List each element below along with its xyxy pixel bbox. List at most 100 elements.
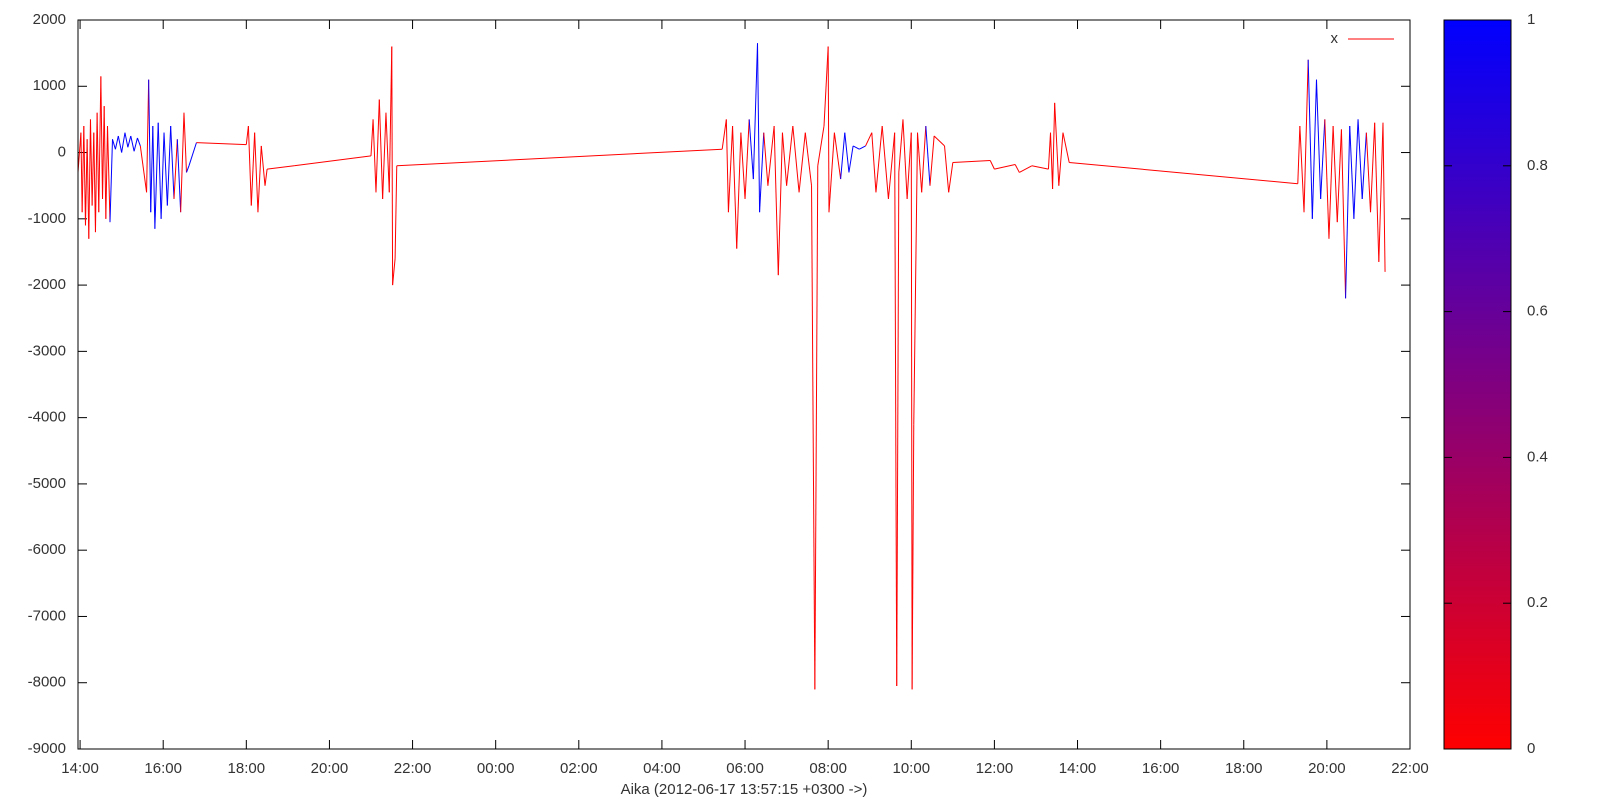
- line-segment: [994, 163, 1016, 170]
- line-segment: [388, 46, 393, 193]
- colorbar-tick-label: 0.6: [1527, 303, 1548, 320]
- line-segment: [844, 132, 850, 173]
- line-segment: [112, 139, 116, 150]
- line-segment: [917, 132, 923, 193]
- line-segment: [1320, 119, 1326, 199]
- colorbar-tick-label: 0.2: [1527, 594, 1548, 611]
- line-segment: [1054, 102, 1060, 186]
- line-segment: [1353, 119, 1359, 219]
- line-segment: [1378, 122, 1384, 262]
- line-segment: [1370, 122, 1376, 213]
- y-tick-label: -8000: [28, 674, 66, 691]
- line-segment: [1050, 132, 1054, 190]
- line-segment: [817, 125, 825, 166]
- line-segment: [170, 126, 175, 199]
- line-segment: [811, 185, 816, 690]
- x-tick-label: 12:00: [976, 760, 1014, 777]
- line-segment: [378, 99, 384, 199]
- line-segment: [96, 112, 100, 213]
- line-segment: [792, 125, 800, 193]
- line-segment: [107, 126, 111, 223]
- line-segment: [372, 119, 377, 193]
- line-segment: [382, 112, 387, 199]
- line-segment: [948, 162, 954, 193]
- x-tick-label: 20:00: [1308, 760, 1346, 777]
- line-segment: [1052, 102, 1056, 190]
- colorbar: [1443, 19, 1512, 750]
- line-segment: [1324, 119, 1330, 239]
- line-segment: [798, 132, 806, 193]
- line-segment: [176, 139, 182, 213]
- line-segment: [740, 132, 746, 199]
- line-segment: [163, 132, 168, 206]
- line-segment: [260, 145, 266, 186]
- line-segment: [1014, 164, 1020, 173]
- colorbar-tick-label: 1: [1527, 11, 1535, 28]
- colorbar-tick-label: 0.8: [1527, 157, 1548, 174]
- line-segment: [781, 132, 788, 186]
- line-segment: [83, 126, 86, 226]
- line-segment: [84, 139, 88, 226]
- line-segment: [396, 148, 723, 167]
- line-segment: [913, 132, 919, 425]
- line-segment: [736, 132, 742, 249]
- line-segment: [160, 132, 165, 219]
- line-segment: [732, 126, 738, 249]
- line-segment: [94, 112, 98, 233]
- x-tick-label: 14:00: [61, 760, 99, 777]
- line-segment: [1340, 129, 1347, 299]
- line-segment: [1031, 165, 1049, 170]
- line-segment: [1328, 126, 1334, 239]
- line-segment: [752, 43, 759, 180]
- line-segment: [840, 132, 846, 180]
- line-segment: [1357, 119, 1363, 199]
- x-tick-label: 00:00: [477, 760, 515, 777]
- line-segment: [385, 112, 390, 193]
- line-segment: [823, 46, 829, 127]
- line-segment: [98, 76, 102, 213]
- line-segment: [1058, 132, 1064, 186]
- x-tick-label: 16:00: [144, 760, 182, 777]
- line-segment: [1297, 126, 1301, 184]
- line-segment: [186, 165, 190, 173]
- line-segment: [188, 142, 197, 166]
- line-segment: [196, 142, 247, 146]
- line-segment: [1303, 59, 1309, 213]
- line-segment: [183, 112, 187, 173]
- line-segment: [370, 119, 374, 156]
- x-tick-label: 06:00: [726, 760, 764, 777]
- line-segment: [250, 132, 256, 206]
- line-segment: [777, 132, 783, 276]
- line-segment: [896, 172, 900, 687]
- line-segment: [833, 132, 842, 180]
- line-segment: [744, 119, 750, 199]
- line-segment: [166, 126, 172, 206]
- line-segment: [911, 424, 915, 690]
- y-tick-label: -1000: [28, 210, 66, 227]
- line-segment: [100, 76, 104, 199]
- line-segment: [152, 126, 156, 229]
- line-segment: [804, 132, 813, 186]
- colorbar-tick-label: 0.4: [1527, 448, 1548, 465]
- x-tick-label: 08:00: [809, 760, 847, 777]
- line-segment: [180, 112, 185, 213]
- x-tick-label: 20:00: [311, 760, 349, 777]
- line-segment: [1361, 132, 1367, 199]
- line-segment: [81, 126, 85, 213]
- line-segment: [898, 119, 904, 173]
- x-tick-label: 14:00: [1059, 760, 1097, 777]
- line-segment: [89, 119, 93, 206]
- line-segment: [748, 119, 754, 180]
- y-tick-label: 2000: [33, 11, 66, 28]
- line-segment: [727, 126, 734, 213]
- line-segment: [88, 119, 91, 239]
- line-segment: [827, 46, 830, 213]
- line-segment: [1315, 79, 1322, 199]
- x-tick-label: 18:00: [228, 760, 266, 777]
- line-segment: [906, 132, 912, 199]
- y-tick-label: -4000: [28, 409, 66, 426]
- line-segment: [1336, 129, 1342, 223]
- y-tick-label: -7000: [28, 607, 66, 624]
- line-segment: [910, 132, 913, 690]
